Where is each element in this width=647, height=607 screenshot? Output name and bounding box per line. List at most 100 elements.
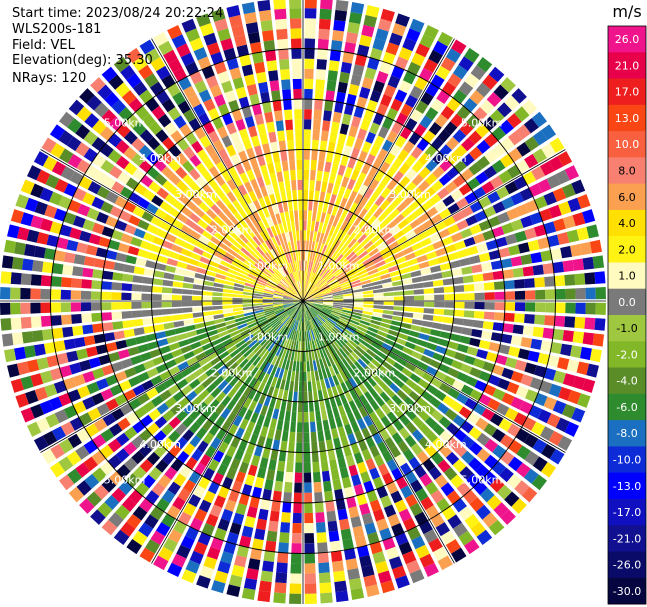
range-gate [238, 96, 250, 109]
range-gate [425, 430, 438, 443]
range-gate [61, 277, 72, 288]
range-gate [249, 433, 259, 445]
range-gate [191, 396, 203, 408]
range-gate [253, 166, 262, 179]
range-gate [91, 196, 105, 210]
range-gate [484, 133, 499, 148]
range-gate [319, 191, 326, 203]
range-gate [515, 385, 529, 399]
range-gate [373, 256, 384, 264]
range-gate [359, 394, 369, 406]
range-gate [294, 472, 302, 483]
range-gate [276, 284, 286, 291]
range-gate [294, 482, 302, 493]
range-gate [82, 219, 96, 231]
range-gate [303, 220, 307, 231]
range-gate [276, 28, 288, 40]
range-gate [432, 40, 448, 56]
range-gate [248, 388, 257, 400]
range-gate [360, 118, 371, 131]
range-gate [336, 218, 344, 229]
range-gate [344, 265, 354, 274]
range-gate [288, 307, 296, 316]
range-gate [176, 450, 190, 464]
range-gate [210, 537, 224, 551]
range-gate [356, 219, 367, 230]
range-gate [377, 570, 392, 584]
range-gate [224, 499, 237, 512]
range-gate [353, 483, 365, 496]
range-gate [174, 237, 186, 247]
range-gate [494, 312, 505, 321]
range-gate [163, 272, 175, 280]
range-gate [355, 345, 366, 355]
range-gate [318, 28, 330, 40]
range-gate [464, 514, 480, 529]
range-gate [308, 401, 314, 412]
range-gate [177, 231, 189, 241]
range-gate [293, 297, 303, 301]
range-gate [39, 400, 54, 415]
range-gate [224, 252, 235, 261]
range-gate [411, 535, 426, 550]
range-gate [481, 181, 495, 194]
range-gate [283, 265, 290, 275]
range-gate [469, 255, 481, 265]
range-gate [388, 32, 403, 46]
range-gate [369, 179, 380, 191]
range-gate [294, 119, 302, 130]
range-gate [318, 369, 324, 380]
range-gate [440, 482, 455, 497]
range-gate [322, 294, 333, 298]
range-gate [218, 264, 229, 272]
range-gate [36, 169, 51, 185]
range-gate [62, 326, 74, 338]
range-gate [313, 349, 319, 361]
range-gate [137, 343, 149, 354]
range-gate [235, 355, 246, 365]
range-gate [197, 372, 209, 383]
range-gate [76, 480, 92, 496]
range-gate [298, 210, 303, 221]
range-gate [398, 162, 411, 175]
range-gate [217, 70, 230, 84]
range-gate [266, 313, 276, 320]
range-gate [557, 435, 573, 451]
range-gate [452, 276, 464, 285]
range-gate [73, 400, 87, 415]
range-gate [365, 153, 376, 166]
range-gate [460, 228, 473, 239]
range-gate [377, 380, 389, 391]
range-gate [386, 481, 399, 495]
range-gate [287, 252, 293, 263]
range-gate [447, 73, 462, 88]
range-gate [232, 403, 242, 415]
range-gate [524, 314, 535, 324]
range-gate [299, 220, 303, 231]
range-gate [327, 70, 338, 82]
range-gate [304, 512, 314, 524]
range-gate [30, 288, 41, 300]
range-gate [314, 400, 320, 412]
range-gate [206, 208, 217, 220]
range-gate [132, 206, 145, 218]
range-gate [156, 338, 169, 347]
range-gate [405, 118, 418, 131]
range-gate [122, 320, 134, 329]
range-gate [317, 314, 326, 323]
range-gate [420, 326, 432, 335]
range-gate [422, 281, 434, 288]
range-gate [138, 443, 153, 458]
range-gate [457, 343, 469, 354]
range-gate [205, 325, 217, 332]
range-gate [165, 233, 177, 243]
range-gate [194, 462, 206, 476]
range-gate [520, 215, 534, 228]
range-gate [53, 340, 66, 352]
range-gate [281, 160, 289, 172]
range-gate [324, 378, 331, 389]
range-gate [332, 252, 341, 262]
range-gate [84, 113, 100, 129]
range-gate [330, 238, 338, 249]
range-gate [428, 49, 443, 64]
